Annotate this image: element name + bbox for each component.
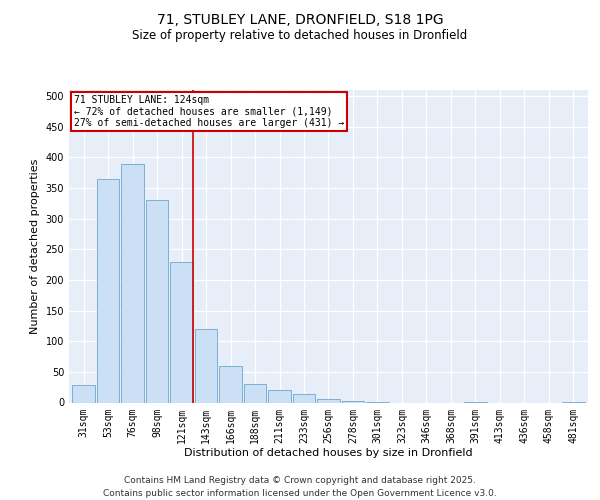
- Bar: [195, 329, 217, 402]
- Bar: [293, 394, 315, 402]
- Text: 71 STUBLEY LANE: 124sqm
← 72% of detached houses are smaller (1,149)
27% of semi: 71 STUBLEY LANE: 124sqm ← 72% of detache…: [74, 94, 344, 128]
- Text: Contains HM Land Registry data © Crown copyright and database right 2025.
Contai: Contains HM Land Registry data © Crown c…: [103, 476, 497, 498]
- Bar: [73, 386, 95, 402]
- Text: 71, STUBLEY LANE, DRONFIELD, S18 1PG: 71, STUBLEY LANE, DRONFIELD, S18 1PG: [157, 12, 443, 26]
- Bar: [170, 262, 193, 402]
- Text: Size of property relative to detached houses in Dronfield: Size of property relative to detached ho…: [133, 29, 467, 42]
- Bar: [317, 400, 340, 402]
- Bar: [97, 179, 119, 402]
- Bar: [146, 200, 169, 402]
- Bar: [268, 390, 291, 402]
- Y-axis label: Number of detached properties: Number of detached properties: [30, 158, 40, 334]
- Bar: [121, 164, 144, 402]
- Bar: [244, 384, 266, 402]
- Bar: [220, 366, 242, 403]
- X-axis label: Distribution of detached houses by size in Dronfield: Distribution of detached houses by size …: [184, 448, 473, 458]
